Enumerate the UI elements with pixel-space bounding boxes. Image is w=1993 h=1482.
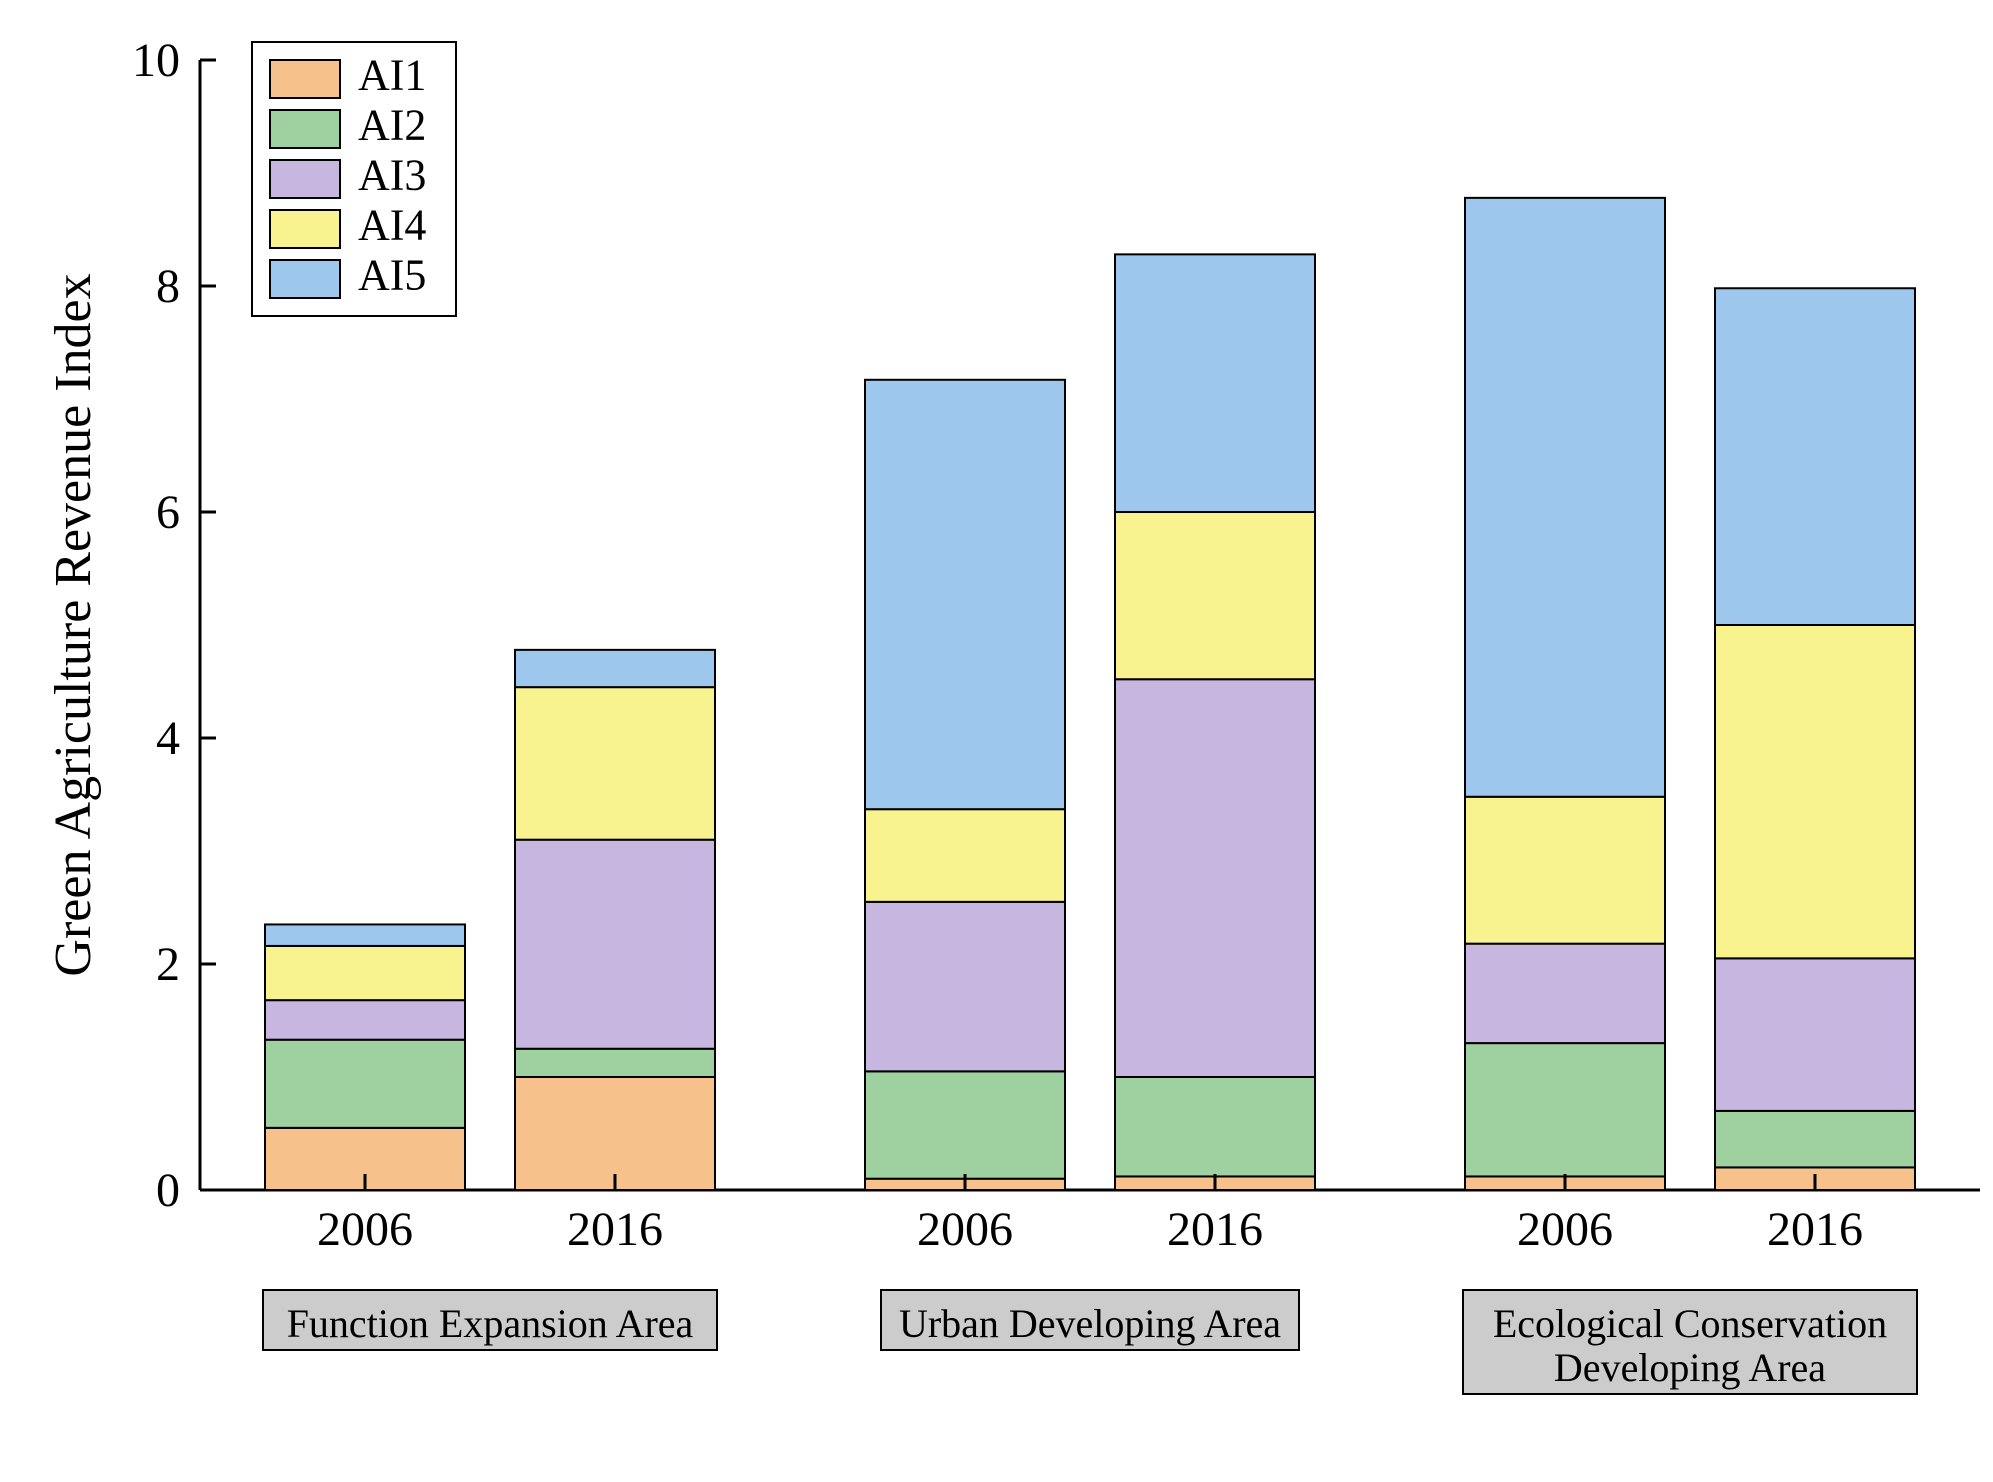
bar-segment	[865, 380, 1065, 809]
bar-segment	[865, 1071, 1065, 1178]
bar-segment	[265, 1000, 465, 1040]
bar-segment	[865, 902, 1065, 1072]
bar-segment	[265, 1040, 465, 1128]
chart-container: 0 2 4 6 8 10 Green Agriculture Revenue Index 20…	[20, 20, 1973, 1462]
x-tick-label: 2016	[567, 1203, 663, 1256]
legend-swatch	[270, 260, 340, 298]
bar-segment	[265, 946, 465, 1000]
legend-label: AI4	[358, 201, 426, 250]
x-tick-label: 2016	[1167, 1203, 1263, 1256]
y-tick-label: 2	[156, 938, 180, 991]
bar-segment	[1115, 254, 1315, 512]
legend-swatch	[270, 210, 340, 248]
y-tick-label: 6	[156, 486, 180, 539]
bar-segment	[1465, 1043, 1665, 1176]
bar-segment	[1715, 958, 1915, 1111]
x-tick-label: 2006	[917, 1203, 1013, 1256]
x-tick-label: 2016	[1767, 1203, 1863, 1256]
bar-segment	[1465, 944, 1665, 1043]
group-label: Ecological Conservation	[1493, 1301, 1887, 1346]
legend-label: AI1	[358, 51, 426, 100]
bar-segment	[865, 809, 1065, 902]
legend-label: AI3	[358, 151, 426, 200]
y-axis-label: Green Agriculture Revenue Index	[45, 273, 102, 976]
y-tick-label: 4	[156, 712, 180, 765]
bar-segment	[515, 1077, 715, 1190]
bar-segment	[1465, 797, 1665, 944]
legend-swatch	[270, 110, 340, 148]
legend-label: AI2	[358, 101, 426, 150]
bar-segment	[1715, 1111, 1915, 1168]
legend-swatch	[270, 60, 340, 98]
x-tick-label: 2006	[1517, 1203, 1613, 1256]
stacked-bar-chart: 0 2 4 6 8 10 Green Agriculture Revenue Index 20…	[20, 20, 1993, 1457]
group-label: Function Expansion Area	[287, 1301, 694, 1346]
y-tick-label: 10	[132, 34, 180, 87]
bar-segment	[1115, 1077, 1315, 1176]
group-label: Developing Area	[1554, 1345, 1826, 1390]
bar-segment	[1715, 625, 1915, 958]
bar-segment	[515, 1049, 715, 1077]
legend-label: AI5	[358, 251, 426, 300]
x-tick-label: 2006	[317, 1203, 413, 1256]
bar-segment	[515, 840, 715, 1049]
bar-segment	[515, 687, 715, 840]
group-label: Urban Developing Area	[899, 1301, 1281, 1346]
y-tick-label: 0	[156, 1164, 180, 1217]
bar-segment	[1465, 198, 1665, 797]
bar-segment	[1115, 512, 1315, 679]
bar-segment	[265, 924, 465, 945]
bar-segment	[515, 650, 715, 687]
bar-segment	[1115, 679, 1315, 1077]
bar-segment	[1715, 288, 1915, 625]
y-tick-label: 8	[156, 260, 180, 313]
legend-swatch	[270, 160, 340, 198]
